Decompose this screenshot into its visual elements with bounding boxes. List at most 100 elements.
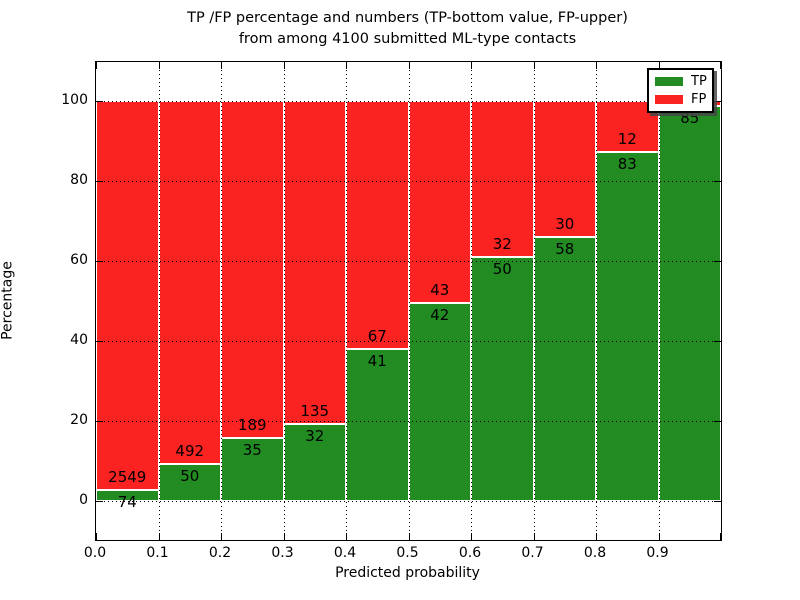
gridline-vertical bbox=[596, 62, 597, 540]
x-tick bbox=[346, 533, 347, 540]
y-tick-right bbox=[714, 181, 721, 182]
legend-label-fp: FP bbox=[691, 91, 707, 107]
y-tick-label: 60 bbox=[70, 252, 88, 268]
x-tick-top bbox=[408, 62, 410, 69]
bar-count-label-tp: 41 bbox=[367, 352, 387, 371]
y-tick-right bbox=[714, 261, 721, 262]
gridline-vertical bbox=[221, 62, 222, 540]
bar-segment-tp bbox=[471, 257, 534, 501]
bar-segment-fp bbox=[96, 101, 159, 490]
bar-count-label-tp: 42 bbox=[430, 306, 450, 325]
bar-count-label-fp: 189 bbox=[237, 416, 267, 435]
bar-count-label-fp: 30 bbox=[555, 215, 575, 234]
gridline-vertical bbox=[471, 62, 472, 540]
bar-count-label-fp: 32 bbox=[492, 235, 512, 254]
x-tick bbox=[471, 533, 472, 540]
y-tick-right bbox=[714, 421, 721, 422]
x-tick-label: 0.5 bbox=[396, 545, 419, 561]
x-tick bbox=[658, 533, 660, 540]
x-tick bbox=[720, 533, 721, 540]
chart-title: TP /FP percentage and numbers (TP-bottom… bbox=[95, 8, 720, 50]
x-tick-top bbox=[346, 62, 347, 69]
legend-item-tp: TP bbox=[655, 75, 707, 88]
bar-count-label-tp: 35 bbox=[242, 441, 262, 460]
bar-count-label-tp: 83 bbox=[617, 154, 637, 173]
bar-segment-tp bbox=[596, 151, 659, 501]
x-tick bbox=[96, 533, 97, 540]
bar-count-label-fp: 135 bbox=[300, 402, 330, 421]
x-axis-label: Predicted probability bbox=[335, 565, 480, 581]
bar-count-label-tp: 50 bbox=[180, 467, 200, 486]
bar-segment-tp bbox=[96, 489, 159, 501]
bar-segment-fp bbox=[533, 101, 596, 238]
x-tick-label: 0.6 bbox=[458, 545, 482, 561]
y-tick bbox=[96, 101, 103, 102]
gridline-vertical bbox=[658, 62, 660, 540]
bar-count-label-tp: 58 bbox=[555, 240, 575, 259]
tp-swatch-icon bbox=[655, 77, 683, 87]
chart-title-line2: from among 4100 submitted ML-type contac… bbox=[238, 31, 577, 47]
gridline-vertical bbox=[408, 62, 410, 540]
bar-count-label-fp: 43 bbox=[430, 281, 450, 300]
bar-segment-tp bbox=[158, 464, 221, 501]
gridline-vertical bbox=[346, 62, 347, 540]
x-tick bbox=[158, 533, 160, 540]
y-tick bbox=[96, 181, 103, 182]
y-tick-label: 0 bbox=[79, 492, 88, 508]
y-axis-label: Percentage bbox=[0, 261, 16, 340]
y-tick-right bbox=[714, 341, 721, 342]
y-tick bbox=[96, 501, 103, 502]
x-tick-top bbox=[533, 62, 535, 69]
bar-count-label-tp: 74 bbox=[117, 492, 137, 511]
bar-segment-tp bbox=[283, 424, 346, 501]
bar-count-label-fp: 2549 bbox=[108, 467, 147, 486]
bar-count-label-tp: 32 bbox=[305, 427, 325, 446]
y-tick bbox=[96, 261, 103, 262]
chart-title-line1: TP /FP percentage and numbers (TP-bottom… bbox=[187, 10, 628, 26]
x-tick-top bbox=[96, 62, 97, 69]
bar-count-label-fp: 492 bbox=[175, 442, 205, 461]
y-tick-label: 80 bbox=[70, 172, 88, 188]
y-tick-right bbox=[714, 501, 721, 502]
fp-swatch-icon bbox=[655, 94, 683, 104]
gridline-vertical bbox=[158, 62, 160, 540]
y-tick-label: 20 bbox=[70, 412, 88, 428]
x-tick-top bbox=[283, 62, 285, 69]
bar-segment-tp bbox=[346, 349, 409, 501]
x-tick-label: 0.7 bbox=[521, 545, 544, 561]
bar-segment-fp bbox=[408, 101, 471, 304]
bar-segment-fp bbox=[158, 101, 221, 465]
x-tick bbox=[408, 533, 410, 540]
x-tick-label: 0.0 bbox=[83, 545, 107, 561]
x-tick bbox=[533, 533, 535, 540]
x-tick-top bbox=[658, 62, 660, 69]
x-tick-top bbox=[471, 62, 472, 69]
y-tick-right bbox=[714, 101, 721, 102]
y-tick-label: 100 bbox=[61, 92, 88, 108]
bar-segment-tp bbox=[658, 105, 721, 501]
x-tick-label: 0.2 bbox=[208, 545, 232, 561]
y-tick-label: 40 bbox=[70, 332, 88, 348]
x-tick-label: 0.9 bbox=[646, 545, 669, 561]
x-tick-top bbox=[221, 62, 222, 69]
x-tick-top bbox=[158, 62, 160, 69]
bar-segment-tp bbox=[408, 303, 471, 501]
y-tick bbox=[96, 341, 103, 342]
x-tick-label: 0.8 bbox=[583, 545, 607, 561]
plot-area: 74 2549 50 492 35 189 32 135 41 67 42 43 50 32 58 30 83 1… bbox=[95, 61, 722, 541]
bar-segment-fp bbox=[346, 101, 409, 350]
bar-count-label-fp: 67 bbox=[367, 327, 387, 346]
bar-count-label-tp: 85 bbox=[680, 108, 700, 127]
bar-segment-fp bbox=[471, 101, 534, 258]
gridline-vertical bbox=[283, 62, 285, 540]
bar-segment-fp bbox=[283, 101, 346, 425]
x-tick-top bbox=[596, 62, 597, 69]
bar-count-label-tp: 50 bbox=[492, 260, 512, 279]
bar-segment-fp bbox=[221, 101, 284, 439]
x-tick-label: 0.4 bbox=[333, 545, 357, 561]
legend: TP FP bbox=[647, 68, 714, 113]
x-tick bbox=[596, 533, 597, 540]
bar-segment-tp bbox=[533, 237, 596, 501]
x-tick bbox=[283, 533, 285, 540]
